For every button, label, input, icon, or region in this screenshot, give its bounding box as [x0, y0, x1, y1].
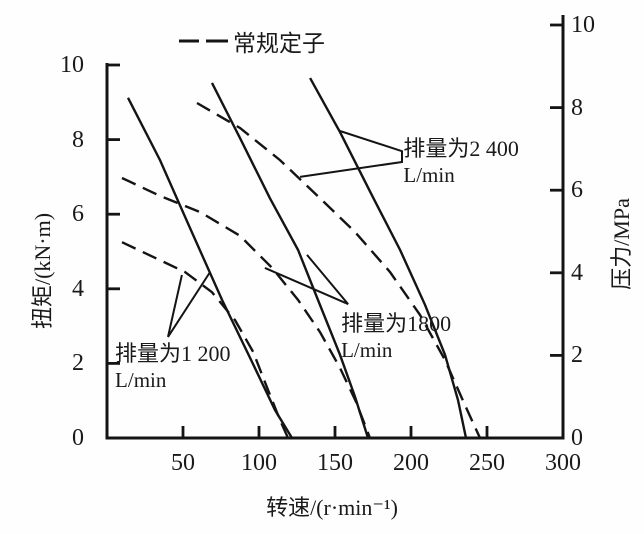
y-right-tick-label: 8 — [571, 94, 583, 121]
annotation-leader-lines — [167, 130, 403, 338]
y-right-tick-label: 0 — [571, 425, 583, 451]
annotation-2400: 排量为2 400 L/min — [403, 136, 519, 188]
annotation-1200: 排量为1 200 L/min — [115, 341, 231, 393]
x-tick-label: 300 — [545, 450, 581, 476]
curve-solid-2400 — [309, 77, 468, 439]
annotation-1800-line1: 排量为1800 — [341, 311, 452, 337]
y-left-tick-label: 10 — [60, 52, 84, 78]
y-left-tick-label: 0 — [72, 425, 84, 451]
curve-dashed-2400 — [196, 101, 482, 439]
axis-ticks — [107, 23, 563, 438]
annotation-1200-line2: L/min — [115, 368, 167, 393]
x-axis-title: 转速/(r·min⁻¹) — [266, 495, 398, 520]
y-right-tick-label: 2 — [571, 342, 583, 369]
y-right-tick-label: 10 — [571, 12, 595, 38]
curve-dashed-1200 — [121, 241, 290, 439]
x-tick-label: 150 — [317, 450, 353, 476]
x-tick-label: 100 — [241, 450, 277, 476]
annotation-2400-line2: L/min — [403, 162, 455, 187]
annotation-1800-line2: L/min — [341, 338, 393, 363]
data-curves — [121, 77, 482, 439]
y-left-tick-label: 2 — [72, 350, 84, 377]
annotation-1800: 排量为1800 L/min — [341, 311, 451, 363]
legend-label: 常规定子 — [233, 31, 325, 56]
annotation-2400-line1: 排量为2 400 — [403, 135, 519, 161]
right-axis-title: 压力/MPa — [609, 198, 634, 290]
x-tick-label: 250 — [469, 450, 505, 476]
curve-dashed-1800 — [121, 176, 372, 439]
leader-line — [299, 130, 403, 178]
curve-solid-1800 — [210, 82, 370, 439]
legend: 常规定子 — [178, 24, 325, 58]
leader-line — [167, 271, 211, 338]
x-tick-label: 200 — [393, 450, 429, 476]
leader-line — [264, 254, 349, 306]
annotation-1200-line1: 排量为1 200 — [115, 341, 231, 367]
y-right-tick-label: 6 — [571, 177, 583, 204]
y-left-tick-label: 4 — [72, 275, 84, 302]
y-left-tick-label: 6 — [72, 201, 84, 228]
y-left-tick-label: 8 — [72, 126, 84, 153]
x-tick-label: 50 — [171, 450, 195, 476]
y-right-tick-label: 4 — [571, 259, 583, 286]
dashed-line-legend-symbol — [179, 39, 228, 43]
